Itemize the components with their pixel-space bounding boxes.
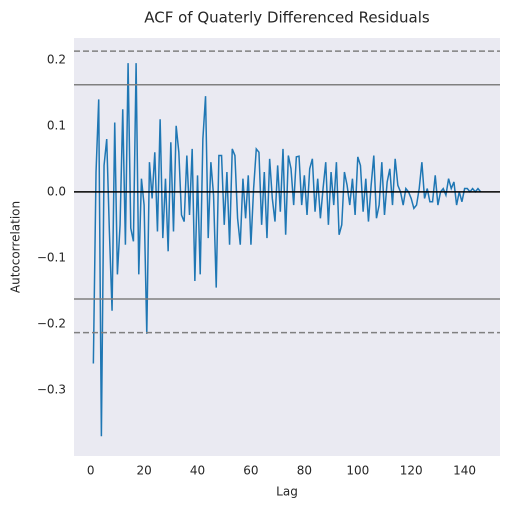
x-tick-label: 60 xyxy=(243,464,258,478)
x-tick-label: 120 xyxy=(400,464,423,478)
y-tick-label: −0.1 xyxy=(37,250,66,264)
x-tick-label: 100 xyxy=(346,464,369,478)
chart-title: ACF of Quaterly Differenced Residuals xyxy=(144,9,430,27)
acf-line xyxy=(92,63,482,437)
x-tick-label: 140 xyxy=(453,464,476,478)
y-tick-label: 0.2 xyxy=(47,52,66,66)
y-tick-label: −0.2 xyxy=(37,316,66,330)
x-tick-label: 0 xyxy=(87,464,95,478)
y-tick-label: 0.0 xyxy=(47,184,66,198)
x-tick-label: 20 xyxy=(136,464,151,478)
y-axis-label: Autocorrelation xyxy=(9,201,23,293)
y-tick-label: 0.1 xyxy=(47,118,66,132)
y-tick-label: −0.3 xyxy=(37,382,66,396)
x-axis-label: Lag xyxy=(276,485,298,499)
x-tick-label: 40 xyxy=(190,464,205,478)
x-tick-label: 80 xyxy=(297,464,312,478)
